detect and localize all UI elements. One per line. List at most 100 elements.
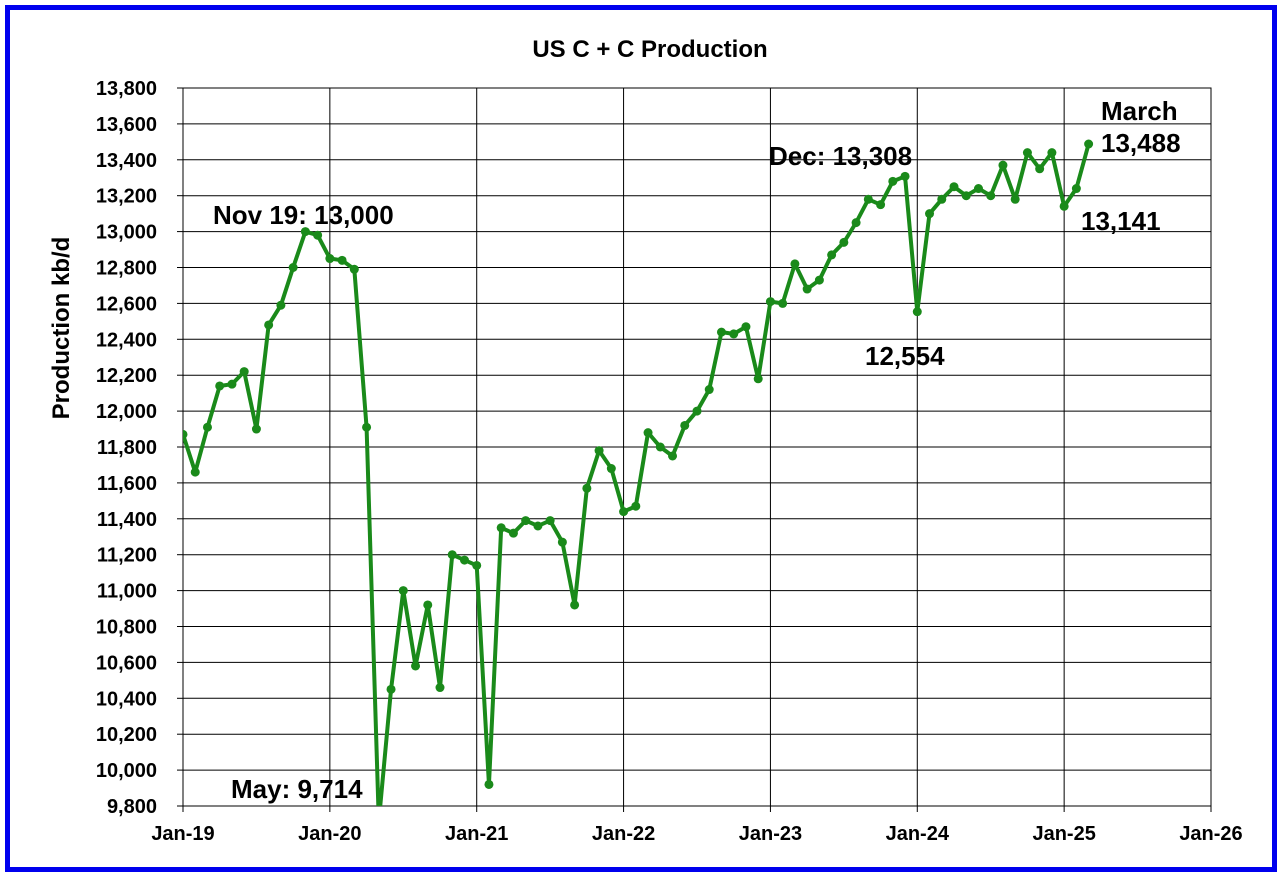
y-tick-label: 10,400	[96, 688, 157, 710]
data-point	[459, 555, 469, 565]
data-point	[447, 550, 457, 560]
y-tick-label: 11,600	[97, 473, 157, 495]
x-axis-ticks: Jan-19 Jan-20 Jan-21 Jan-22 Jan-23 Jan-24 Jan-…	[151, 806, 1243, 845]
y-tick-label: 10,800	[96, 617, 157, 639]
x-tick-label: Jan-22	[592, 823, 655, 845]
data-point	[1010, 194, 1020, 204]
data-point	[692, 406, 702, 416]
data-point	[521, 516, 531, 526]
data-point	[851, 218, 861, 228]
data-point	[484, 779, 494, 789]
data-point	[802, 284, 812, 294]
data-point	[912, 307, 922, 317]
annotation-13141: 13,141	[1081, 206, 1161, 236]
data-point	[183, 429, 188, 439]
y-tick-label: 11,800	[97, 437, 157, 459]
y-tick-label: 12,200	[96, 365, 157, 387]
y-tick-label: 13,600	[96, 114, 157, 136]
data-point	[472, 560, 482, 570]
data-point	[1071, 184, 1081, 194]
annotation-dec: Dec: 13,308	[769, 141, 912, 171]
data-point	[215, 381, 225, 391]
chart-frame: US C + C Production Production kb/d 9,80…	[5, 5, 1277, 872]
data-point	[227, 379, 237, 389]
data-point	[961, 191, 971, 201]
annotation-nov19: Nov 19: 13,000	[213, 200, 394, 230]
chart-title: US C + C Production	[532, 36, 767, 63]
y-tick-label: 9,800	[107, 796, 157, 818]
data-point	[1059, 201, 1069, 211]
data-point	[545, 516, 555, 526]
data-point	[1022, 148, 1032, 158]
line-chart: US C + C Production Production kb/d 9,80…	[48, 36, 1243, 845]
x-tick-label: Jan-21	[445, 823, 508, 845]
data-point	[704, 385, 714, 395]
data-point	[264, 320, 274, 330]
data-point	[827, 250, 837, 260]
y-tick-label: 13,400	[96, 150, 157, 172]
data-point	[276, 300, 286, 310]
y-tick-label: 12,800	[96, 258, 157, 280]
x-tick-label: Jan-26	[1179, 823, 1242, 845]
data-point	[839, 237, 849, 247]
annotation-may: May: 9,714	[231, 774, 363, 804]
data-point	[655, 442, 665, 452]
data-point	[937, 194, 947, 204]
y-axis-label: Production kb/d	[48, 237, 75, 420]
data-point	[680, 420, 690, 430]
data-point	[606, 464, 616, 474]
data-point	[741, 322, 751, 332]
data-point	[753, 374, 763, 384]
data-point	[790, 259, 800, 269]
data-point	[300, 227, 310, 237]
data-point	[202, 422, 212, 432]
data-point	[986, 191, 996, 201]
data-point	[386, 684, 396, 694]
data-point	[1047, 148, 1057, 158]
data-point	[716, 327, 726, 337]
data-point	[643, 428, 653, 438]
series-line	[183, 139, 1094, 826]
data-point	[435, 683, 445, 693]
y-tick-label: 13,200	[96, 186, 157, 208]
y-tick-label: 10,000	[96, 760, 157, 782]
y-tick-label: 10,200	[96, 724, 157, 746]
y-tick-label: 12,600	[96, 293, 157, 315]
data-point	[496, 523, 506, 533]
data-point	[876, 200, 886, 210]
y-tick-label: 10,600	[96, 652, 157, 674]
data-point	[900, 171, 910, 181]
data-point	[423, 600, 433, 610]
data-point	[374, 817, 383, 826]
annotation-march: March	[1101, 96, 1178, 126]
data-point	[1035, 164, 1045, 174]
data-point	[594, 446, 604, 456]
data-point	[398, 586, 408, 596]
x-tick-label: Jan-25	[1032, 823, 1095, 845]
annotation-12554: 12,554	[865, 341, 945, 371]
data-point	[411, 661, 421, 671]
data-point	[729, 329, 739, 339]
data-point	[778, 298, 788, 308]
y-axis-ticks: 9,800 10,000 10,200 10,400 10,600 10,800 11,00…	[96, 78, 183, 818]
data-point	[582, 483, 592, 493]
y-tick-label: 11,200	[97, 545, 157, 567]
annotation-13488: 13,488	[1101, 128, 1181, 158]
x-tick-label: Jan-19	[151, 823, 214, 845]
y-tick-label: 13,000	[96, 222, 157, 244]
data-point	[619, 507, 629, 517]
data-point	[251, 424, 261, 434]
data-point	[288, 263, 298, 272]
data-point	[863, 194, 873, 204]
data-point	[998, 160, 1008, 170]
y-tick-label: 12,400	[96, 329, 157, 351]
data-point	[888, 176, 898, 186]
x-tick-label: Jan-23	[739, 823, 802, 845]
data-point	[362, 422, 372, 432]
x-tick-label: Jan-20	[298, 823, 361, 845]
gridlines	[182, 87, 1212, 807]
data-point	[925, 209, 935, 219]
y-tick-label: 13,800	[96, 78, 157, 100]
y-tick-label: 11,000	[97, 581, 157, 603]
y-tick-label: 12,000	[96, 401, 157, 423]
